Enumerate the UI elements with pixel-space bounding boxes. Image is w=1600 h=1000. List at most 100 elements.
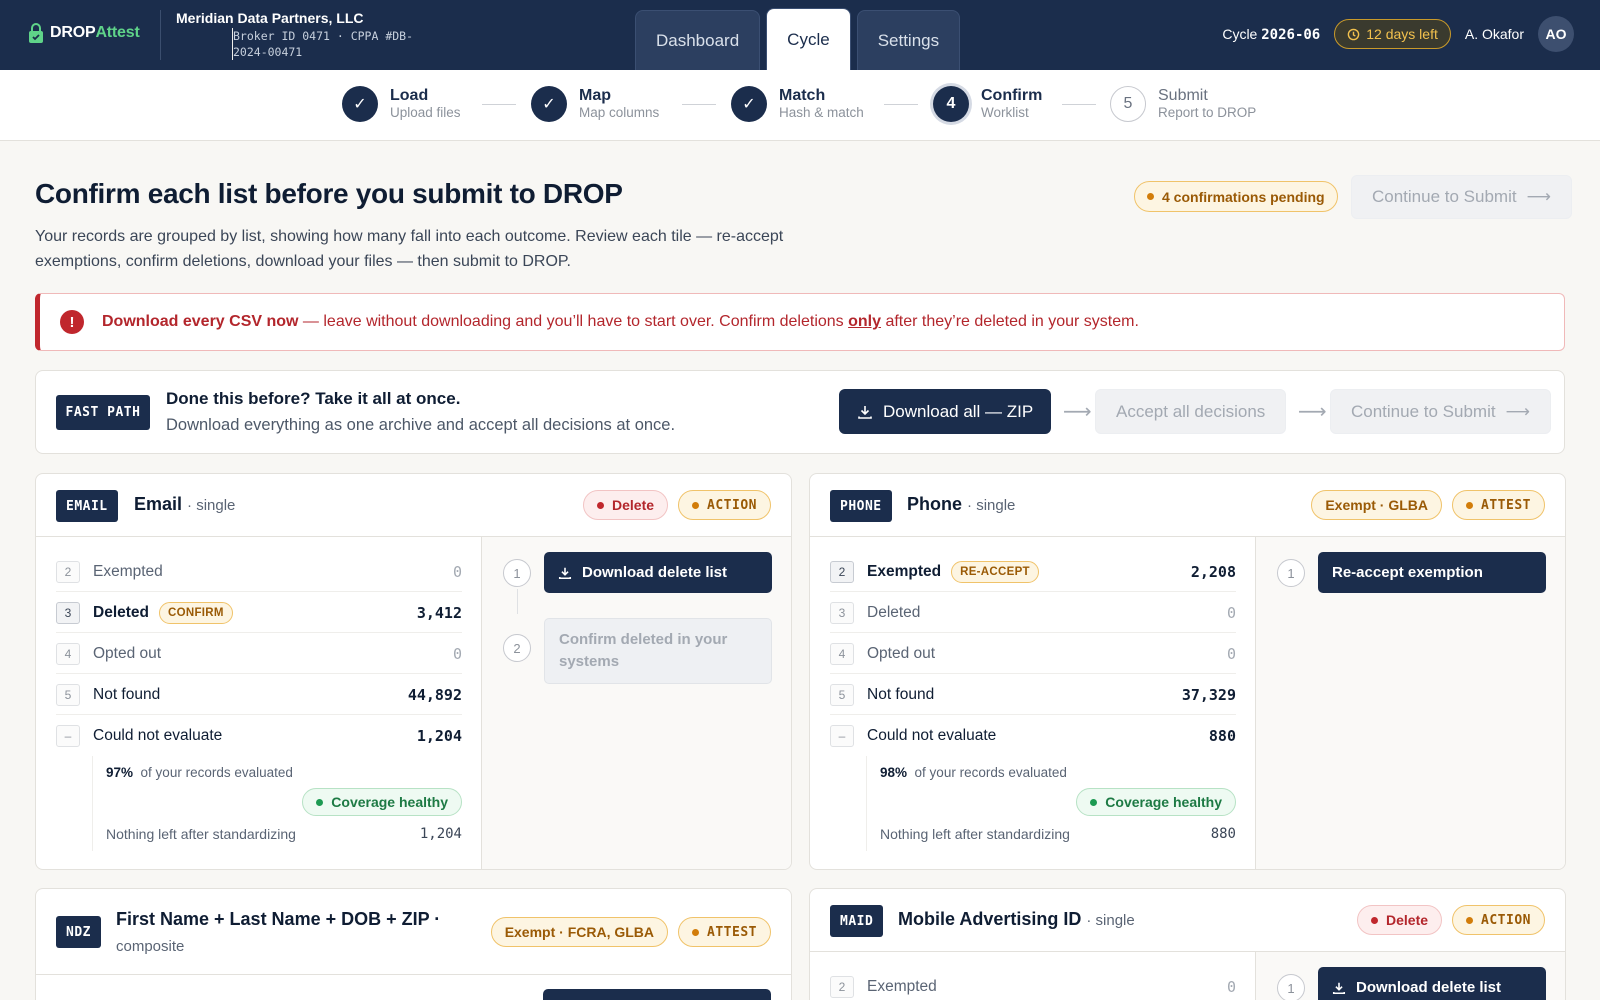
row-number: 2	[56, 560, 80, 583]
step-check-icon: ✓	[342, 86, 378, 122]
row-number: 3	[830, 601, 854, 624]
download-delete-label: Download delete list	[1356, 979, 1502, 996]
download-all-label: Download all — ZIP	[883, 401, 1034, 421]
card-header: PHONE Phone · single Exempt · GLBA ATTES…	[810, 474, 1565, 537]
row-value: 2,208	[1190, 562, 1236, 581]
card-title: Email · single	[134, 494, 235, 515]
tab-cycle[interactable]: Cycle	[766, 8, 851, 70]
row-label: Exempted	[93, 562, 163, 580]
fast-continue-button[interactable]: Continue to Submit ⟶	[1330, 389, 1551, 434]
days-left-badge: 12 days left	[1334, 19, 1451, 49]
cycle-label: Cycle	[1222, 25, 1258, 42]
coverage-badge: Coverage healthy	[1076, 788, 1236, 816]
page-intro: Your records are grouped by list, showin…	[35, 228, 784, 270]
row-label: Deleted	[867, 603, 921, 621]
step-match[interactable]: ✓ Match Hash & match	[731, 86, 864, 122]
action-badge: ACTION	[1452, 905, 1545, 935]
alert-icon: !	[60, 310, 84, 334]
status-dot	[597, 501, 604, 509]
download-icon	[1332, 982, 1346, 994]
step-confirm[interactable]: 4 Confirm Worklist	[933, 86, 1042, 122]
row-number: –	[830, 725, 854, 747]
list-chip: MAID	[830, 905, 884, 937]
ndz-action-button[interactable]	[543, 989, 771, 1000]
card-header: NDZ First Name + Last Name + DOB + ZIP ·…	[36, 889, 791, 975]
card-title: Phone · single	[907, 494, 1015, 515]
accept-all-button[interactable]: Accept all decisions	[1095, 389, 1287, 434]
arrow-right-icon: ⟶	[1298, 401, 1327, 423]
row-value: 0	[452, 562, 462, 581]
attest-badge: ATTEST	[678, 917, 771, 947]
confirm-tag: CONFIRM	[159, 601, 233, 624]
row-label: Exempted	[867, 977, 937, 995]
outcome-row: 5 Not found 37,329	[830, 675, 1236, 715]
row-label: Could not evaluate	[93, 727, 223, 744]
avatar[interactable]: AO	[1538, 16, 1574, 52]
row-number: 5	[830, 683, 854, 706]
row-value: 880	[1208, 727, 1236, 745]
row-label: Opted out	[867, 644, 936, 662]
card-header: MAID Mobile Advertising ID · single Dele…	[810, 889, 1565, 952]
coverage-detail: 98% of your records evaluated Coverage h…	[866, 756, 1236, 851]
list-chip: NDZ	[56, 916, 101, 948]
row-value: 0	[1226, 603, 1236, 622]
tab-dashboard[interactable]: Dashboard	[635, 10, 761, 70]
re-accept-tag: RE-ACCEPT	[951, 560, 1039, 583]
cycle-value: 2026-06	[1261, 26, 1321, 43]
brand-logo[interactable]: DROP Attest	[28, 22, 140, 44]
attest-badge-label: ATTEST	[1481, 497, 1531, 513]
step-submit[interactable]: 5 Submit Report to DROP	[1110, 86, 1256, 122]
fast-path-panel: FAST PATH Done this before? Take it all …	[35, 370, 1565, 454]
coverage-text: of your records evaluated	[140, 765, 293, 780]
row-value: 0	[452, 644, 462, 663]
outcome-row: 5 Not found 44,892	[56, 675, 462, 715]
download-delete-list-button[interactable]: Download delete list	[1318, 967, 1546, 1000]
brand-suffix: Attest	[95, 24, 140, 41]
clock-icon	[1347, 28, 1360, 40]
step-load[interactable]: ✓ Load Upload files	[342, 86, 461, 122]
download-all-zip-button[interactable]: Download all — ZIP	[839, 389, 1052, 434]
fast-path-sub: Download everything as one archive and a…	[166, 416, 676, 434]
row-number: 5	[56, 683, 80, 706]
outcome-row: 4 Opted out 0	[830, 634, 1236, 674]
action-badge-label: ACTION	[1481, 912, 1531, 928]
download-delete-list-button[interactable]: Download delete list	[544, 552, 772, 593]
action-badge-label: ACTION	[707, 497, 757, 513]
step-map[interactable]: ✓ Map Map columns	[531, 86, 659, 122]
step-sub: Hash & match	[779, 105, 864, 120]
step-check-icon: ✓	[731, 86, 767, 122]
exempt-badge-label: Exempt · GLBA	[1325, 497, 1429, 513]
nothing-left-label: Nothing left after standardizing	[106, 826, 296, 842]
step-number: 5	[1110, 86, 1146, 122]
card-title: First Name + Last Name + DOB + ZIP · comp…	[116, 906, 440, 960]
list-chip: EMAIL	[56, 490, 118, 522]
outcome-row: – Could not evaluate 880	[830, 716, 1236, 756]
fast-path-chip: FAST PATH	[56, 395, 150, 430]
list-card-phone: PHONE Phone · single Exempt · GLBA ATTES…	[809, 473, 1566, 870]
outcome-row: 3 Deleted 0	[830, 593, 1236, 633]
list-chip: PHONE	[830, 490, 892, 522]
outcome-list: 2 Exempted 0	[810, 952, 1255, 1000]
outcome-row: – Could not evaluate 1,204	[56, 716, 462, 756]
alert-text-2: after they’re deleted in your system.	[881, 313, 1139, 330]
row-label: Exempted	[867, 562, 942, 580]
re-accept-exemption-button[interactable]: Re-accept exemption	[1318, 552, 1546, 593]
org-name: Meridian Data Partners, LLC	[176, 10, 364, 26]
outcome-row: 2 Exempted 0	[830, 967, 1236, 1000]
row-value: 3,412	[416, 603, 462, 622]
card-kind: · single	[1086, 912, 1135, 929]
user-name[interactable]: A. Okafor	[1464, 26, 1524, 42]
tab-settings[interactable]: Settings	[856, 10, 961, 70]
action-panel: 1 2 Download delete list Confirm deleted…	[481, 537, 791, 869]
confirm-deleted-button[interactable]: Confirm deleted in your systems	[544, 618, 772, 684]
step-line	[517, 589, 518, 614]
action-step-number: 1	[503, 559, 531, 587]
row-label: Not found	[867, 685, 935, 703]
action-panel: 1 Re-accept exemption	[1255, 537, 1565, 869]
continue-to-submit-button[interactable]: Continue to Submit ⟶	[1351, 175, 1572, 219]
row-number: 2	[830, 975, 854, 998]
attest-badge: ATTEST	[1452, 490, 1545, 520]
status-dot	[316, 798, 324, 806]
nothing-left-value: 880	[1210, 826, 1236, 842]
step-check-icon: ✓	[531, 86, 567, 122]
